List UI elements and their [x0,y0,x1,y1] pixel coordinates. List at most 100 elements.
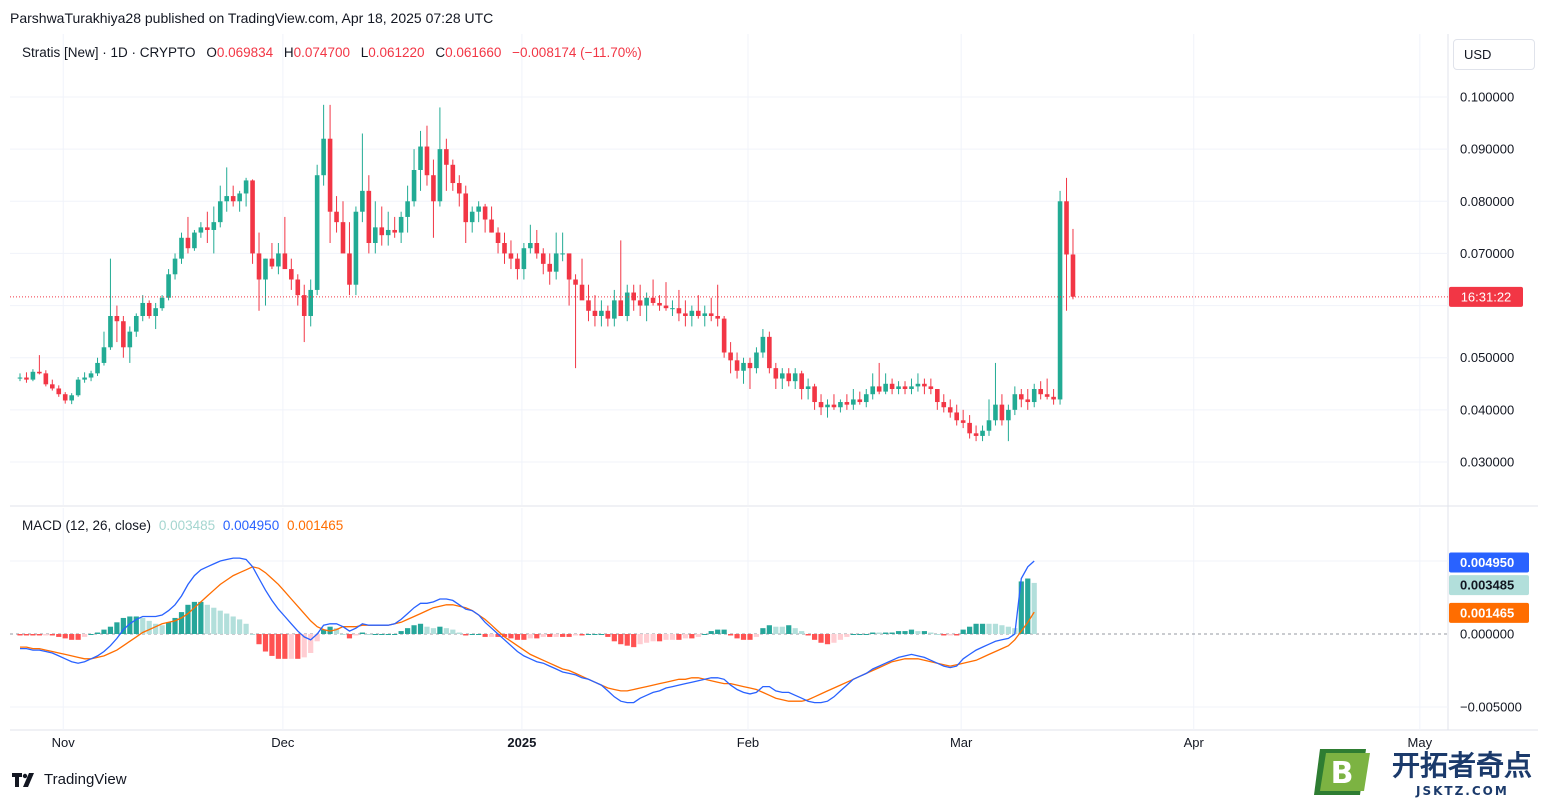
macd-histogram-bar [941,634,947,636]
macd-histogram-bar [547,634,553,637]
candle-body [896,386,901,390]
candle-body [799,373,804,390]
macd-histogram-bar [146,620,152,634]
macd-histogram-bar [818,634,824,643]
candle-body [1025,399,1031,403]
macd-histogram-bar [637,634,643,645]
macd-histogram-bar [592,634,598,635]
candle-body [851,399,856,405]
grid [10,34,1538,731]
candle-body [967,422,972,434]
tradingview-logo[interactable]: TradingView [12,771,127,788]
candle-body [1057,201,1063,400]
macd-histogram-bar [850,634,856,635]
macd-histogram-bar [159,625,165,634]
candle-body [612,300,617,319]
macd-histogram-bar [43,634,49,636]
time-tick-label: Dec [271,735,295,750]
macd-histogram-bar [624,634,630,646]
macd-histogram-bar [385,634,391,635]
candle-body [657,302,662,306]
candle-body [108,316,113,348]
candle-body [624,292,630,317]
histogram-value-badge-label: 0.003485 [1460,578,1514,593]
candle-body [1019,394,1024,400]
candle-body [702,313,708,317]
macd-histogram-bar [49,634,55,636]
macd-histogram-bar [902,631,908,634]
candle-body [495,232,501,244]
time-tick-label: Feb [737,735,759,750]
macd-histogram-bar [540,634,546,637]
macd-histogram-bar [999,625,1005,634]
countdown-label: 16:31:22 [1461,289,1512,304]
price-tick-label: 0.050000 [1460,350,1514,365]
price-tick-label: 0.080000 [1460,194,1514,209]
candle-body [935,389,940,403]
candle-body [243,180,249,194]
macd-histogram-bar [262,634,269,652]
macd-histogram-bar [237,619,243,634]
candle-body [437,149,443,202]
candle-body [133,316,139,332]
signal-value-badge [1449,602,1529,623]
time-tick-label: Nov [52,735,76,750]
candle-body [263,258,268,280]
high-label: H [283,45,294,60]
macd-histogram-bar [353,634,359,636]
candle-body [663,305,669,309]
candle-body [534,243,540,254]
macd-histogram-bar [282,634,288,659]
macd-histogram-bar [501,634,508,637]
candle-body [947,407,953,413]
macd-histogram-bar [314,634,320,642]
candle-body [999,404,1005,421]
macd-histogram-bar [631,634,637,648]
candle-body [179,237,184,259]
macd-histogram-bar [1005,626,1011,634]
candle-body [573,279,578,285]
macd-histogram-bar [831,634,837,643]
candle-body [269,258,275,267]
macd-histogram-bar [811,634,818,640]
macd-histogram-bar [1031,582,1037,634]
candle-body [767,336,772,369]
candle-body [508,253,514,259]
candle-body [282,253,288,270]
candle-body [676,308,682,314]
candle-body [1070,254,1076,297]
candle-body [314,175,320,290]
macd-histogram-bar [243,623,249,634]
macd-histogram-bar [69,634,75,640]
macd-histogram-bar [954,634,960,636]
axes: 0.100000 0.090000 0.080000 0.070000 0.050000… [52,90,1529,750]
macd-histogram-bar [676,634,682,640]
candle-body [883,383,888,392]
candle-body [17,377,23,379]
candle-body [502,243,507,254]
macd-histogram-bar [450,629,456,634]
candle-body [30,371,36,380]
symbol-title[interactable]: Stratis [New] · 1D · CRYPTO [22,45,196,60]
macd-histogram-bar [36,634,42,636]
candle-body [870,386,876,395]
open-label: O [206,45,217,60]
macd-histogram-bar [566,634,572,637]
candle-body [127,331,133,348]
candle-body [637,300,643,306]
macd-histogram-bar [740,634,747,640]
macd-histogram-bar [527,634,533,639]
macd-histogram-bar [488,634,495,637]
macd-indicator-title[interactable]: MACD (12, 26, close) [22,518,152,533]
low-label: L [360,45,369,60]
candle-body [256,253,262,280]
macd-histogram-bar [456,632,462,634]
candle-body [863,394,869,403]
currency-button[interactable]: USD [1453,39,1535,70]
macd-histogram-bar [682,634,688,639]
candle-body [224,196,230,202]
candle-body [140,302,146,317]
macd-histogram-bar [140,617,146,634]
candle-body [683,313,688,317]
macd-histogram-bar [986,623,992,634]
